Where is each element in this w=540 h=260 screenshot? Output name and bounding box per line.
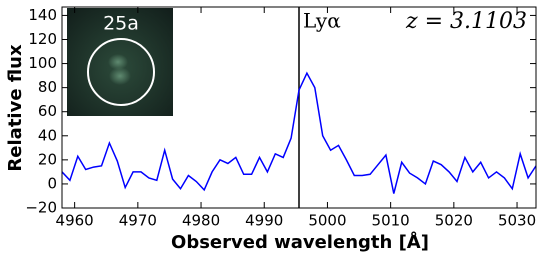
line-label: Lyα [303, 9, 341, 33]
y-tick-label: 120 [28, 30, 57, 48]
y-tick-label: 20 [38, 150, 57, 168]
x-tick-label: 4980 [182, 212, 220, 230]
data-line [62, 71, 536, 194]
y-tick-label: 0 [47, 174, 57, 192]
x-tick-label: 4960 [56, 212, 94, 230]
inset-label: 25a [103, 13, 139, 35]
x-tick-label: 5020 [435, 212, 473, 230]
plot-frame [61, 6, 537, 209]
y-tick-label: 40 [38, 126, 57, 144]
inset-image [67, 8, 173, 116]
x-axis-label: Observed wavelength [Å] [171, 230, 429, 253]
y-tick-label: −20 [25, 199, 57, 217]
x-tick-label: 5030 [498, 212, 536, 230]
y-tick-label: 60 [38, 102, 57, 120]
x-tick-label: 5000 [308, 212, 346, 230]
redshift-label: z = 3.1103 [405, 9, 527, 34]
y-tick-label: 80 [38, 78, 57, 96]
x-tick-label: 4990 [245, 212, 283, 230]
x-tick-label: 4970 [119, 212, 157, 230]
y-tick-label: 100 [28, 54, 57, 72]
y-tick-label: 140 [28, 6, 57, 24]
y-axis-label: Relative flux [5, 44, 26, 172]
x-tick-label: 5010 [372, 212, 410, 230]
